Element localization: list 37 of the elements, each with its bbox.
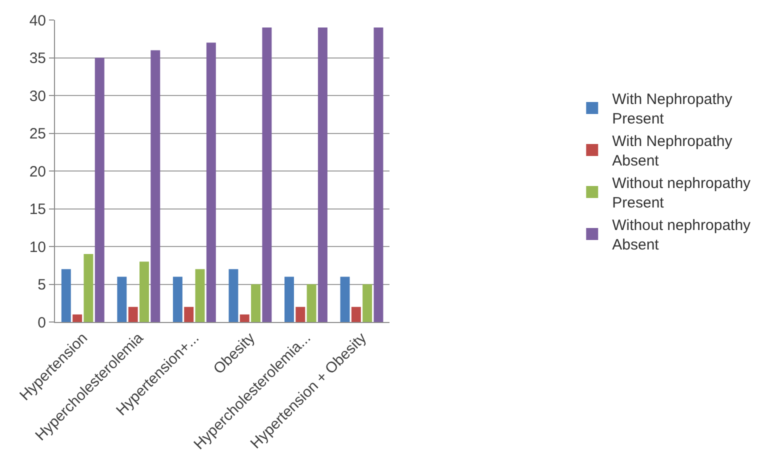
legend-label: With Nephropathy Absent — [612, 133, 733, 170]
y-tick-label: 30 — [29, 88, 46, 105]
bar — [374, 28, 384, 322]
bar — [184, 306, 194, 322]
y-tick-label: 20 — [29, 163, 46, 180]
bar — [296, 306, 306, 322]
y-tick-label: 35 — [29, 50, 46, 67]
bar — [306, 284, 316, 322]
legend-label: With Nephropathy Present — [612, 91, 733, 128]
bar — [318, 28, 328, 322]
bar — [362, 284, 372, 322]
bar — [172, 276, 182, 322]
bar — [351, 306, 361, 322]
y-tick-label: 15 — [29, 201, 46, 218]
bar — [72, 314, 82, 322]
bar — [262, 28, 272, 322]
bar — [84, 254, 94, 322]
bar — [206, 42, 216, 322]
y-tick-label: 40 — [29, 12, 46, 30]
bar — [340, 276, 350, 322]
bar — [139, 262, 149, 322]
bar — [61, 269, 71, 322]
y-tick-label: 25 — [29, 126, 46, 142]
y-tick-label: 5 — [38, 276, 46, 294]
legend-label: Without nephropathy Present — [612, 175, 752, 212]
bar — [117, 276, 127, 322]
bar — [94, 58, 104, 322]
bar — [251, 284, 261, 322]
y-tick-label: 10 — [29, 238, 46, 256]
bar — [128, 306, 138, 322]
bar — [150, 50, 160, 322]
legend-label: Without nephropathy Absent — [612, 217, 752, 254]
y-tick-label: 0 — [38, 314, 46, 332]
bar — [240, 314, 250, 322]
bar — [228, 269, 238, 322]
bar — [284, 276, 294, 322]
bar — [195, 269, 205, 322]
